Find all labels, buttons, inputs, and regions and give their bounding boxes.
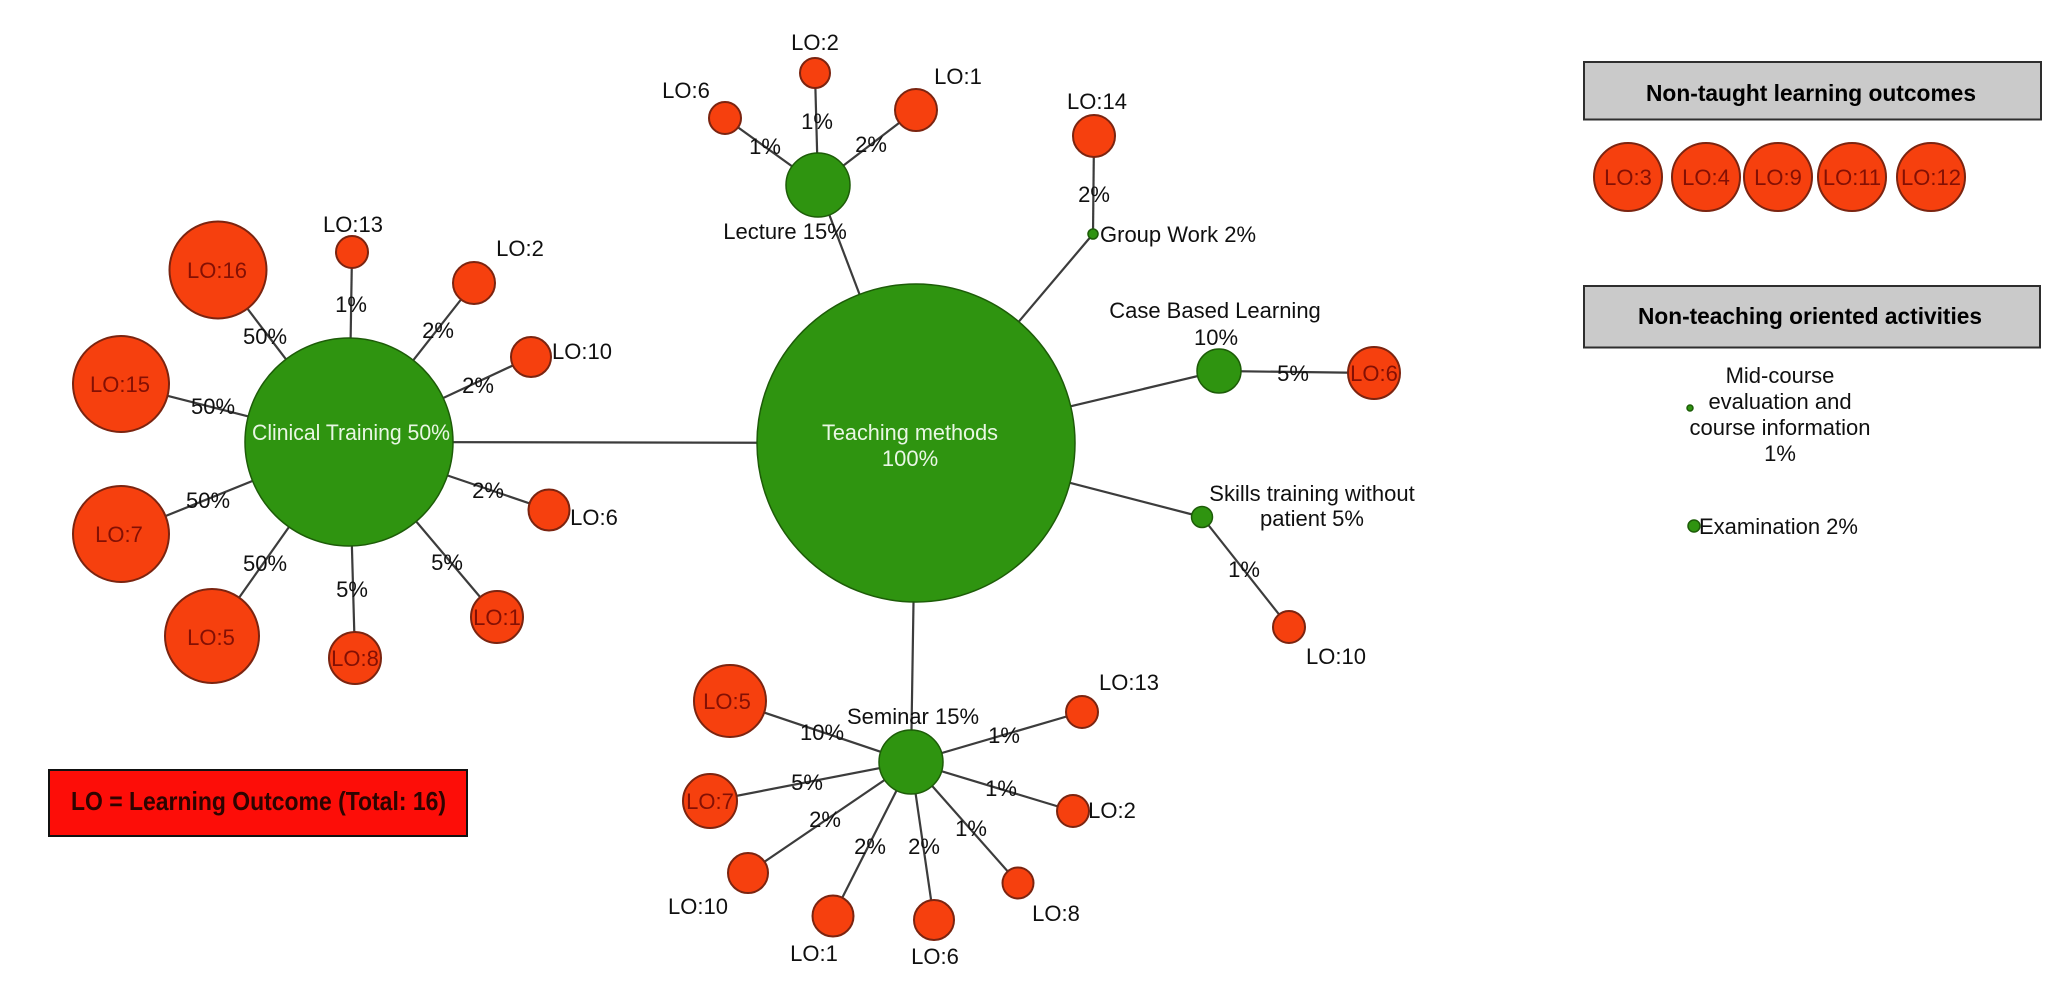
- svg-text:5%: 5%: [791, 770, 823, 795]
- svg-text:LO:2: LO:2: [1088, 798, 1136, 823]
- svg-text:LO:14: LO:14: [1067, 89, 1127, 114]
- svg-text:5%: 5%: [336, 577, 368, 602]
- svg-text:LO = Learning Outcome (Total:: LO = Learning Outcome (Total: 16): [71, 786, 446, 816]
- svg-text:50%: 50%: [186, 488, 230, 513]
- svg-text:Examination 2%: Examination 2%: [1699, 514, 1858, 539]
- svg-text:LO:5: LO:5: [703, 689, 751, 714]
- svg-text:LO:1: LO:1: [473, 605, 521, 630]
- svg-text:1%: 1%: [749, 134, 781, 159]
- svg-text:1%: 1%: [335, 292, 367, 317]
- svg-text:Skills training without: Skills training without: [1209, 481, 1414, 506]
- svg-text:5%: 5%: [431, 550, 463, 575]
- svg-text:LO:5: LO:5: [187, 625, 235, 650]
- svg-text:10%: 10%: [800, 720, 844, 745]
- svg-text:1%: 1%: [801, 109, 833, 134]
- svg-text:1%: 1%: [985, 776, 1017, 801]
- svg-text:LO:8: LO:8: [331, 646, 379, 671]
- svg-text:100%: 100%: [882, 446, 938, 471]
- svg-text:10%: 10%: [1194, 325, 1238, 350]
- svg-text:1%: 1%: [955, 816, 987, 841]
- svg-text:Non-taught learning outcomes: Non-taught learning outcomes: [1646, 80, 1976, 106]
- svg-text:LO:6: LO:6: [911, 944, 959, 969]
- svg-text:2%: 2%: [854, 834, 886, 859]
- svg-text:LO:10: LO:10: [1306, 644, 1366, 669]
- svg-text:LO:10: LO:10: [552, 339, 612, 364]
- svg-text:Mid-course: Mid-course: [1726, 363, 1835, 388]
- svg-text:LO:16: LO:16: [187, 258, 247, 283]
- svg-text:Case Based Learning: Case Based Learning: [1109, 298, 1321, 323]
- svg-text:LO:8: LO:8: [1032, 901, 1080, 926]
- svg-text:2%: 2%: [855, 132, 887, 157]
- svg-text:1%: 1%: [1228, 557, 1260, 582]
- svg-text:Non-teaching oriented activiti: Non-teaching oriented activities: [1638, 303, 1982, 329]
- svg-text:Seminar 15%: Seminar 15%: [847, 704, 979, 729]
- svg-text:LO:11: LO:11: [1823, 165, 1881, 190]
- svg-text:2%: 2%: [908, 834, 940, 859]
- svg-text:LO:13: LO:13: [1099, 670, 1159, 695]
- svg-text:Clinical Training 50%: Clinical Training 50%: [252, 420, 450, 445]
- svg-text:LO:4: LO:4: [1682, 165, 1730, 190]
- svg-text:2%: 2%: [472, 478, 504, 503]
- svg-text:LO:12: LO:12: [1901, 165, 1961, 190]
- svg-text:50%: 50%: [191, 394, 235, 419]
- svg-text:1%: 1%: [988, 723, 1020, 748]
- svg-text:LO:2: LO:2: [791, 30, 839, 55]
- svg-text:LO:7: LO:7: [95, 522, 143, 547]
- svg-text:2%: 2%: [462, 373, 494, 398]
- svg-text:LO:9: LO:9: [1754, 165, 1802, 190]
- svg-text:LO:1: LO:1: [934, 64, 982, 89]
- svg-text:LO:15: LO:15: [90, 372, 150, 397]
- svg-text:LO:7: LO:7: [686, 789, 734, 814]
- svg-text:2%: 2%: [1078, 182, 1110, 207]
- svg-text:Teaching methods: Teaching methods: [822, 420, 998, 445]
- svg-text:LO:6: LO:6: [570, 505, 618, 530]
- svg-text:LO:6: LO:6: [1350, 361, 1398, 386]
- svg-text:50%: 50%: [243, 551, 287, 576]
- svg-text:LO:13: LO:13: [323, 212, 383, 237]
- svg-text:LO:6: LO:6: [662, 78, 710, 103]
- svg-text:LO:2: LO:2: [496, 236, 544, 261]
- svg-text:course information: course information: [1690, 415, 1871, 440]
- svg-text:LO:3: LO:3: [1604, 165, 1652, 190]
- svg-text:2%: 2%: [422, 318, 454, 343]
- svg-text:LO:1: LO:1: [790, 941, 838, 966]
- svg-text:5%: 5%: [1277, 361, 1309, 386]
- svg-text:Group Work 2%: Group Work 2%: [1100, 222, 1256, 247]
- svg-text:patient 5%: patient 5%: [1260, 506, 1364, 531]
- svg-text:50%: 50%: [243, 324, 287, 349]
- svg-text:evaluation and: evaluation and: [1708, 389, 1851, 414]
- svg-text:LO:10: LO:10: [668, 894, 728, 919]
- svg-text:1%: 1%: [1764, 441, 1796, 466]
- svg-text:Lecture 15%: Lecture 15%: [723, 219, 847, 244]
- svg-text:2%: 2%: [809, 807, 841, 832]
